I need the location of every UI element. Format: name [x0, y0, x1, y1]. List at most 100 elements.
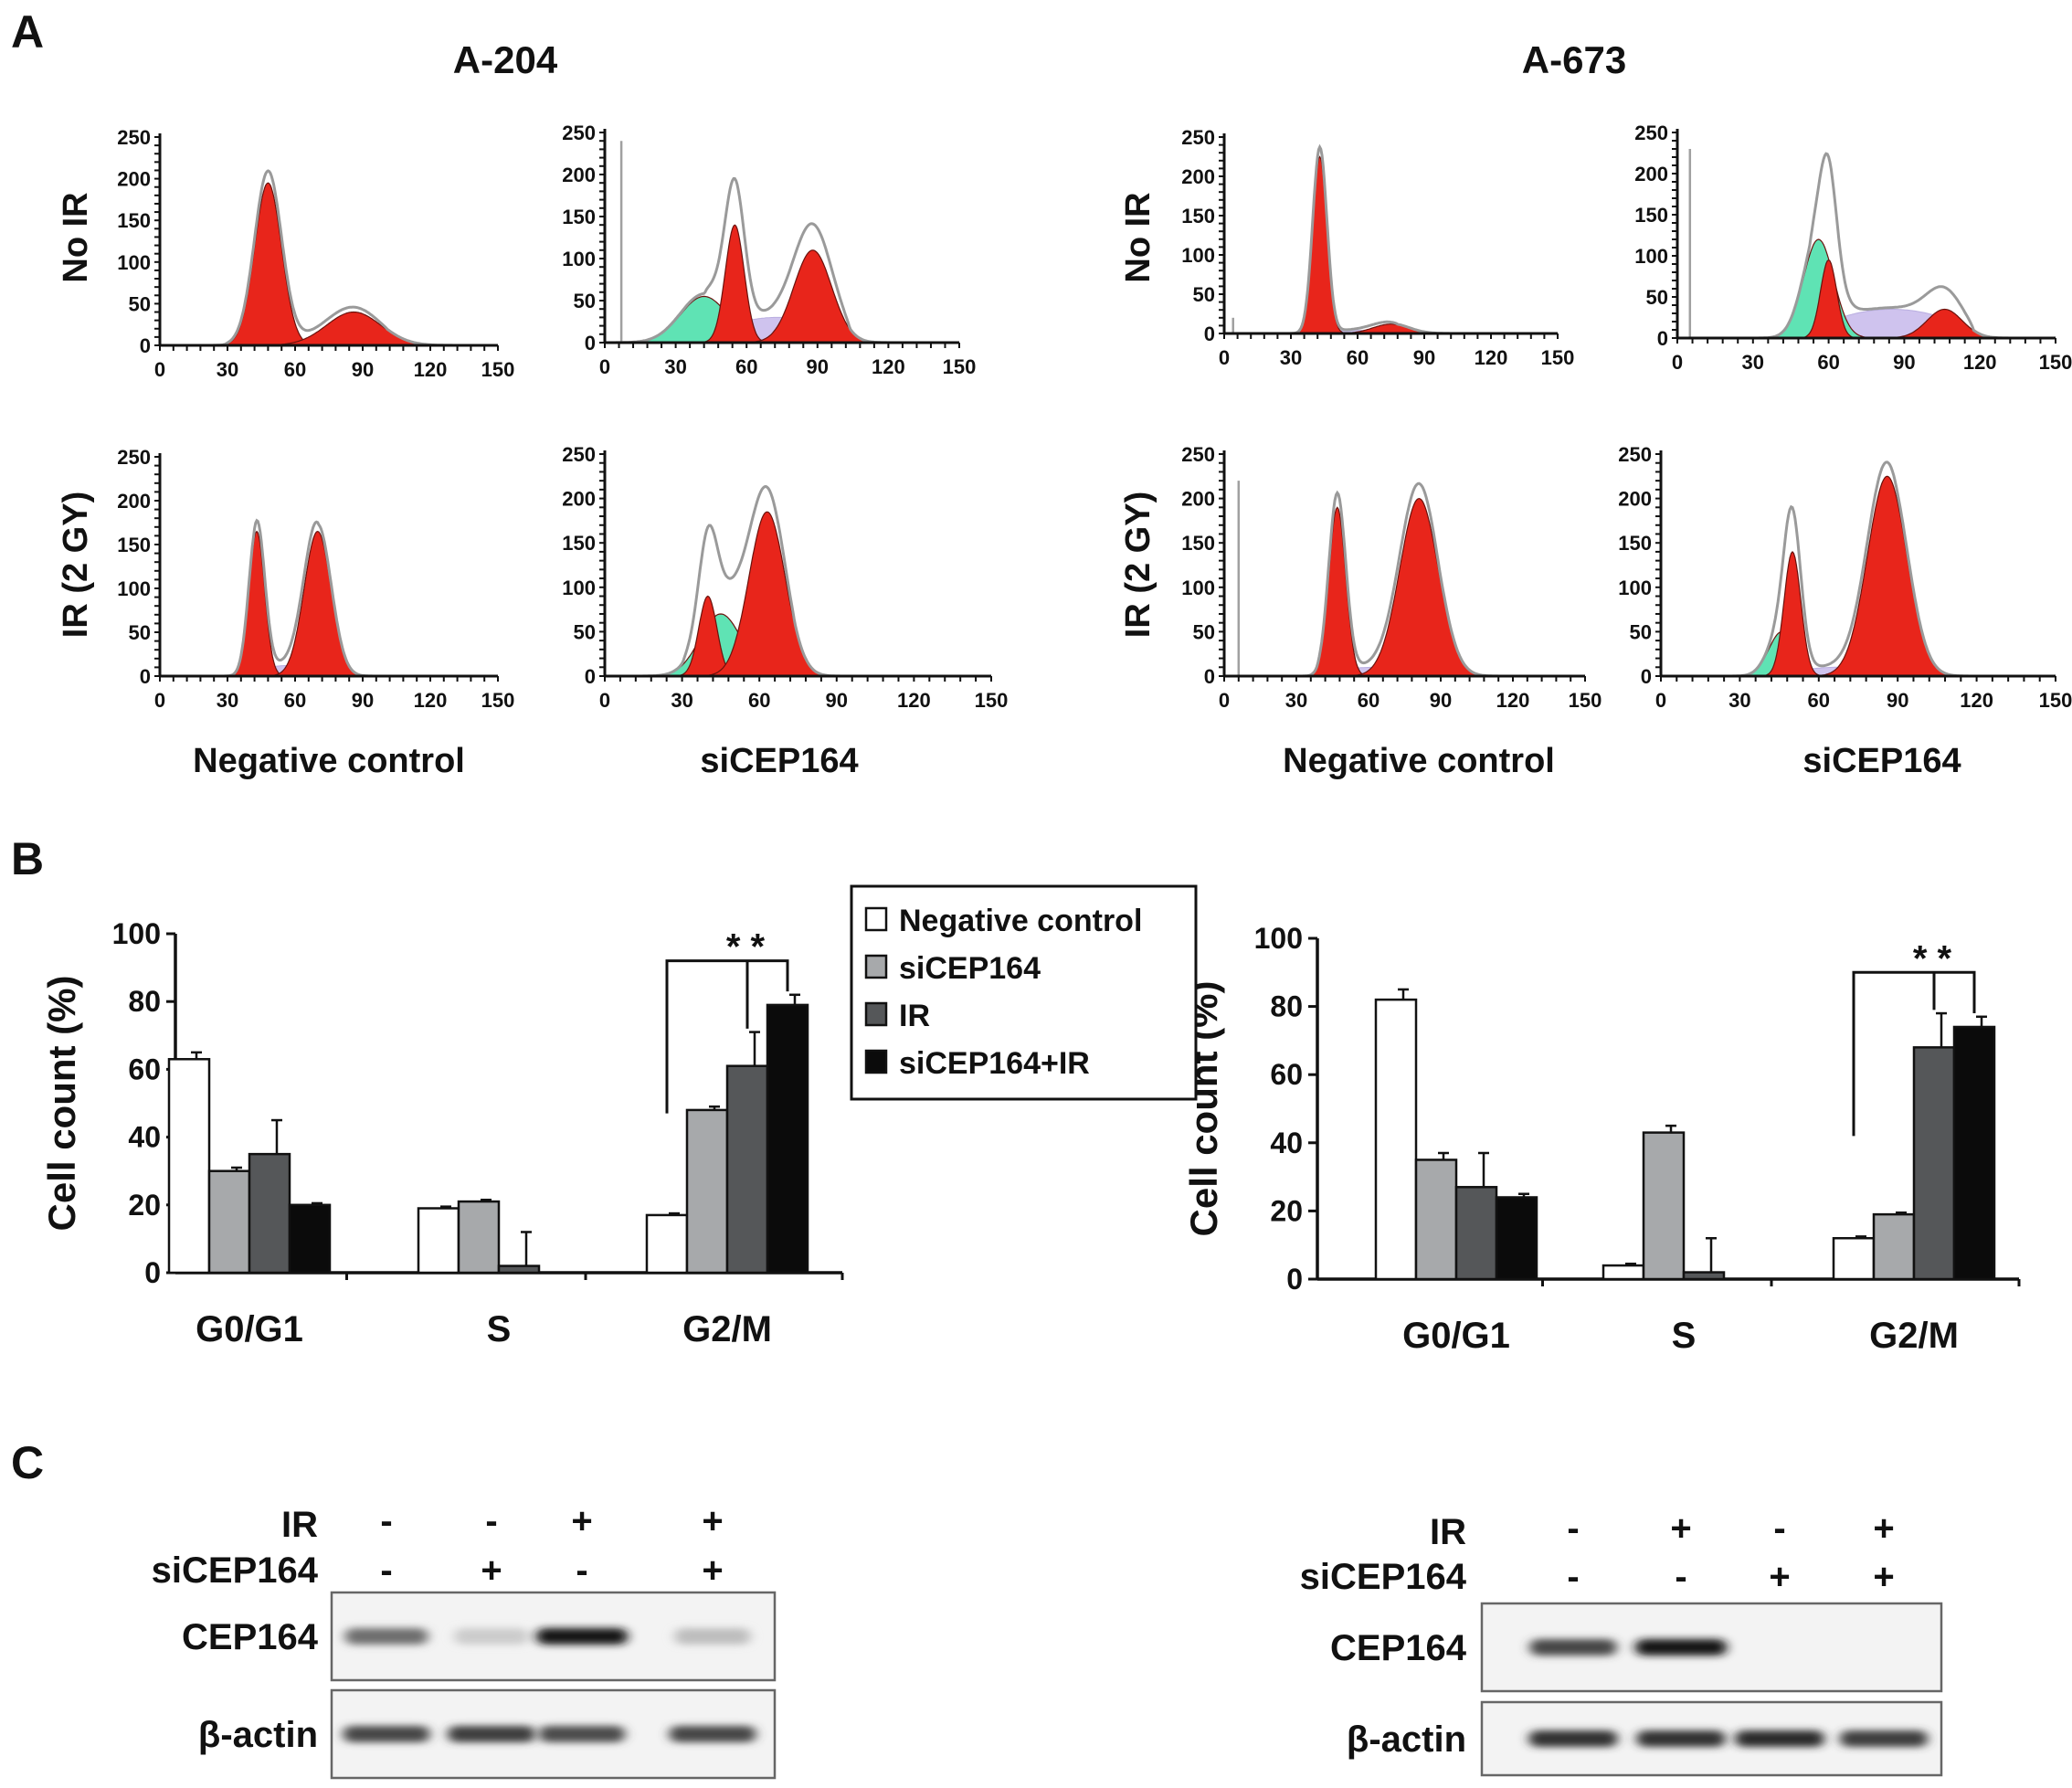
- histogram-y-tick-label: 250: [1618, 443, 1652, 466]
- histogram-x-tick-label: 120: [414, 689, 448, 712]
- histogram-peak-s: [1677, 309, 2056, 339]
- bar-chart-y-tick-label: 60: [128, 1053, 161, 1085]
- blot-band-act: [448, 1726, 535, 1742]
- blot-label-act: β-actin: [198, 1715, 318, 1755]
- histogram-y-tick-label: 150: [562, 532, 596, 555]
- group-title-a673: A-673: [1522, 38, 1626, 81]
- histogram-x-tick-label: 30: [671, 689, 692, 712]
- blot-band-cep: [344, 1628, 428, 1645]
- bar-g0-g1-series-0: [1374, 998, 1418, 1281]
- bar-g2-m-series-2: [725, 1064, 769, 1275]
- blot-sign-ir: +: [1873, 1508, 1894, 1549]
- histogram-x-tick-label: 30: [217, 358, 238, 381]
- bar-s-series-2: [1682, 1271, 1726, 1281]
- bar-chart-y-tick-label: 80: [128, 985, 161, 1018]
- bar-g2-m-series-0: [645, 1213, 689, 1275]
- histogram-y-tick-label: 50: [1630, 620, 1652, 643]
- bar-chart-y-tick-label: 100: [112, 917, 161, 950]
- blot-row-label-ir: IR: [281, 1505, 318, 1545]
- bar-chart-y-tick-label: 0: [1286, 1263, 1303, 1296]
- legend-frame: [850, 884, 1198, 1101]
- histogram-x-tick-label: 120: [897, 689, 931, 712]
- histogram-y-tick-label: 100: [1618, 577, 1652, 599]
- blot-band-cep: [454, 1628, 529, 1645]
- histogram-y-tick-label: 100: [1181, 244, 1215, 267]
- significance-stars: * *: [726, 927, 766, 968]
- histogram-x-tick-label: 30: [664, 355, 686, 378]
- panel-letter-c: C: [11, 1437, 44, 1488]
- bar-g0-g1-series-1: [1414, 1158, 1458, 1281]
- bar-s-series-0: [1602, 1264, 1645, 1281]
- histogram-x-tick-label: 0: [154, 358, 165, 381]
- bar-g0-g1-series-1: [207, 1169, 251, 1275]
- histogram-a-673-6: 0 30 60 90 120 150 0 50 100 150 200 250: [1181, 443, 1602, 712]
- blot-band-cep: [1635, 1639, 1727, 1656]
- histogram-y-tick-label: 250: [1634, 122, 1668, 144]
- blot-band-act: [669, 1726, 756, 1742]
- blot-sign-sicep164: +: [481, 1550, 502, 1591]
- row-label-ir-a204: IR (2 GY): [57, 492, 95, 638]
- histogram-peak-g1: [160, 182, 498, 346]
- histogram-x-tick-label: 0: [599, 355, 610, 378]
- histogram-x-tick-label: 120: [1963, 351, 1997, 374]
- blot-row-label-sicep164: siCEP164: [152, 1550, 319, 1591]
- blot-band-cep: [674, 1628, 751, 1645]
- histogram-x-tick-label: 120: [414, 358, 448, 381]
- histogram-x-tick-label: 60: [1358, 689, 1380, 712]
- histogram-x-tick-label: 150: [975, 689, 1009, 712]
- histogram-y-tick-label: 50: [574, 290, 596, 312]
- histogram-y-tick-label: 100: [562, 248, 596, 270]
- histogram-x-tick-label: 90: [352, 689, 374, 712]
- histogram-y-tick-label: 50: [1193, 283, 1215, 306]
- bar-chart-y-tick-label: 100: [1254, 922, 1303, 955]
- bar-g2-m-series-2: [1912, 1046, 1956, 1281]
- legend-label-sicep164: siCEP164: [899, 951, 1041, 986]
- histogram-x-tick-label: 0: [1219, 346, 1230, 369]
- histogram-y-tick-label: 0: [1657, 327, 1668, 350]
- bar-g2-m-series-1: [685, 1108, 729, 1275]
- histogram-y-tick-label: 0: [140, 334, 151, 357]
- histogram-peak-g2: [1224, 323, 1558, 334]
- histogram-x-tick-label: 60: [1817, 351, 1839, 374]
- blot-sign-sicep164: -: [1567, 1557, 1579, 1597]
- bar-g2-m-series-3: [1952, 1025, 1996, 1281]
- bar-chart-y-tick-label: 40: [128, 1121, 161, 1154]
- histogram-x-tick-label: 60: [284, 358, 306, 381]
- histogram-x-tick-label: 150: [481, 358, 515, 381]
- bar-s-series-1: [457, 1200, 501, 1275]
- histogram-y-tick-label: 150: [1181, 532, 1215, 555]
- legend-swatch-sicep164-ir: [864, 1049, 888, 1074]
- histogram-y-tick-label: 200: [1634, 163, 1668, 185]
- histogram-x-tick-label: 30: [217, 689, 238, 712]
- histogram-y-tick-label: 250: [117, 446, 151, 469]
- blot-label-cep: CEP164: [1330, 1628, 1467, 1668]
- histogram-envelope: [1677, 152, 2056, 340]
- blot-band-act: [1528, 1730, 1618, 1747]
- blot-sign-ir: -: [1567, 1508, 1579, 1549]
- histogram-y-tick-label: 100: [117, 577, 151, 600]
- histogram-y-tick-label: 250: [1181, 443, 1215, 466]
- bar-chart-category-label: S: [487, 1309, 512, 1349]
- blot-label-act: β-actin: [1347, 1719, 1466, 1760]
- bar-chart-y-tick-label: 60: [1270, 1058, 1303, 1091]
- bar-g0-g1-series-0: [167, 1058, 211, 1275]
- blot-sign-sicep164: +: [1769, 1557, 1790, 1597]
- blot-sign-ir: -: [380, 1501, 392, 1541]
- col-label-si-a204: siCEP164: [700, 742, 858, 780]
- histogram-y-tick-label: 200: [562, 488, 596, 511]
- histogram-a-673-7: 0 30 60 90 120 150 0 50 100 150 200 250: [1618, 443, 2072, 712]
- row-label-no-ir-a204: No IR: [57, 192, 95, 282]
- histogram-x-tick-label: 0: [1655, 689, 1666, 712]
- bar-g0-g1-series-2: [1454, 1186, 1498, 1281]
- bar-chart-category-label: G2/M: [682, 1309, 772, 1349]
- blot-sign-ir: +: [702, 1501, 723, 1541]
- bar-chart-y-tick-label: 20: [1270, 1194, 1303, 1227]
- panel-letter-b: B: [11, 833, 44, 884]
- histogram-x-tick-label: 0: [599, 689, 610, 712]
- histogram-x-tick-label: 150: [2039, 689, 2072, 712]
- row-label-ir-a673: IR (2 GY): [1119, 492, 1158, 638]
- blot-band-cep: [1529, 1639, 1617, 1656]
- histogram-x-tick-label: 0: [1219, 689, 1230, 712]
